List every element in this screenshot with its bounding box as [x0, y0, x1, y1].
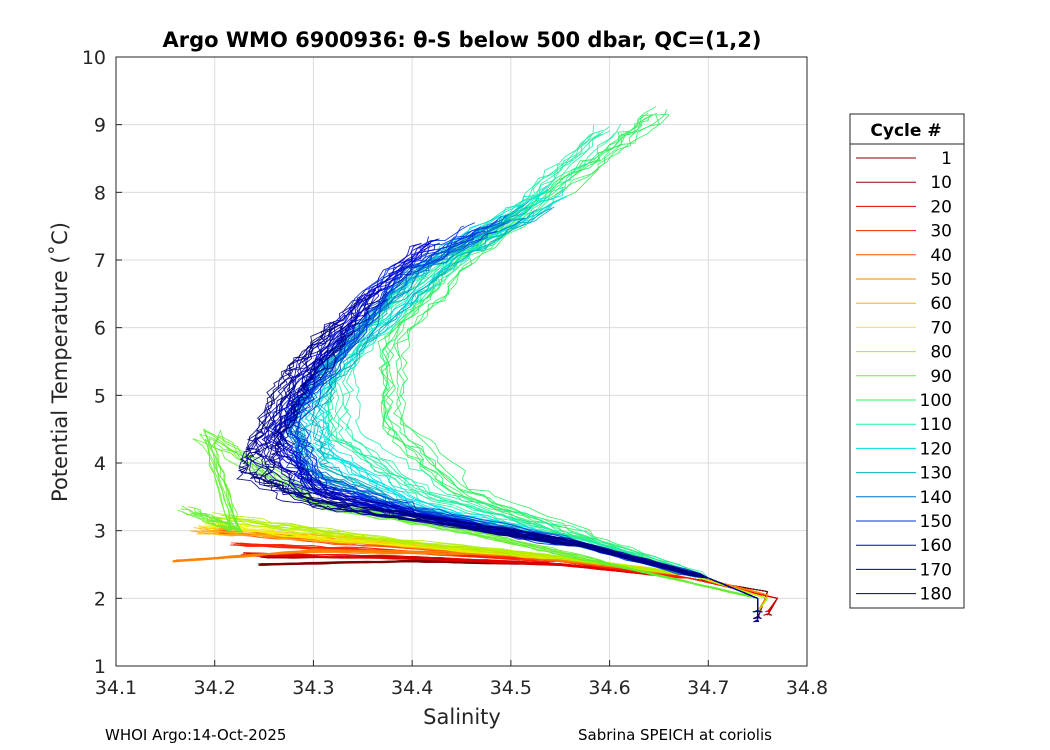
series-180 [236, 320, 760, 623]
y-tick-label: 4 [94, 453, 106, 475]
x-tick-label: 34.6 [588, 677, 630, 699]
legend-label-100: 100 [920, 391, 952, 411]
y-tick-label: 1 [94, 656, 106, 678]
legend-label-70: 70 [930, 318, 952, 338]
legend-label-150: 150 [920, 512, 952, 532]
plot-frame [115, 56, 808, 667]
legend-label-60: 60 [930, 294, 952, 314]
legend-label-20: 20 [930, 197, 952, 217]
y-tick-label: 9 [94, 115, 106, 137]
x-tick-label: 34.4 [391, 677, 433, 699]
y-ticks: 1 2 3 4 5 6 7 8 9 10 [82, 47, 122, 678]
y-tick-label: 8 [94, 182, 106, 204]
x-tick-label: 34.5 [490, 677, 532, 699]
profile-line [242, 323, 759, 623]
legend-label-120: 120 [920, 439, 952, 459]
footer-right: Sabrina SPEICH at coriolis [578, 726, 772, 744]
legend-label-30: 30 [930, 222, 952, 242]
legend-label-130: 130 [920, 464, 952, 484]
legend-label-50: 50 [930, 270, 952, 290]
profile-line [193, 441, 763, 613]
chart-title: Argo WMO 6900936: θ-S below 500 dbar, QC… [163, 28, 762, 52]
x-tick-label: 34.2 [194, 677, 236, 699]
y-tick-label: 5 [94, 385, 106, 407]
legend-label-1: 1 [941, 149, 952, 169]
series-layer [172, 106, 779, 623]
y-tick-label: 2 [94, 588, 106, 610]
legend: Cycle # 11020304050607080901001101201301… [849, 113, 965, 609]
legend-box [849, 113, 965, 609]
x-ticks: 34.1 34.2 34.3 34.4 34.5 34.6 34.7 34.8 [95, 660, 828, 699]
legend-label-140: 140 [920, 488, 952, 508]
legend-label-10: 10 [930, 173, 952, 193]
legend-label-110: 110 [920, 415, 952, 435]
y-tick-label: 10 [82, 47, 106, 69]
y-tick-label: 6 [94, 318, 106, 340]
y-tick-label: 7 [94, 250, 106, 272]
legend-label-90: 90 [930, 367, 952, 387]
x-tick-label: 34.7 [687, 677, 729, 699]
x-tick-label: 34.3 [292, 677, 334, 699]
x-axis-label: Salinity [423, 705, 501, 729]
y-axis-label: Potential Temperature (˚C) [48, 222, 72, 502]
legend-title: Cycle # [870, 121, 941, 141]
y-tick-label: 3 [94, 521, 106, 543]
legend-label-160: 160 [920, 536, 952, 556]
profile-line [246, 554, 779, 613]
axes: 34.1 34.2 34.3 34.4 34.5 34.6 34.7 34.8 1 2 3 4 5 6 7… [82, 47, 828, 699]
footer-left: WHOI Argo:14-Oct-2025 [105, 726, 286, 744]
x-tick-label: 34.8 [786, 677, 828, 699]
legend-label-170: 170 [920, 560, 952, 580]
legend-label-40: 40 [930, 246, 952, 266]
x-tick-label: 34.1 [95, 677, 137, 699]
series-20 [239, 552, 779, 613]
legend-label-180: 180 [920, 585, 952, 605]
legend-label-80: 80 [930, 343, 952, 363]
